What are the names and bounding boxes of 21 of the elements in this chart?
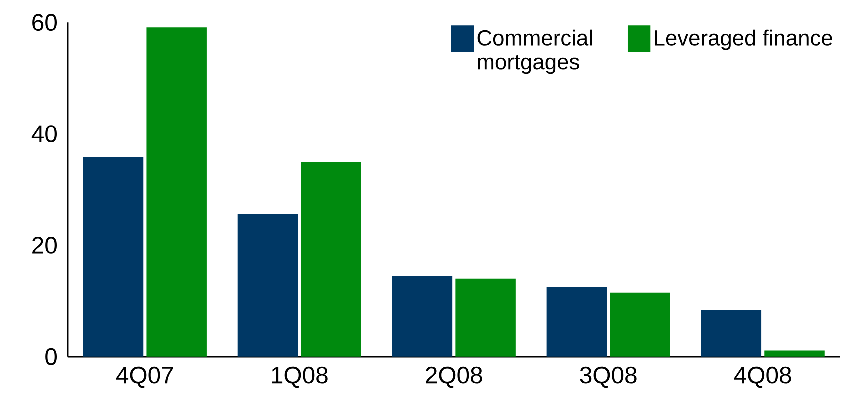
x-tick-label: 4Q07 bbox=[116, 366, 174, 388]
x-tick-label: 4Q08 bbox=[734, 366, 792, 388]
bar bbox=[83, 158, 144, 357]
x-tick-label: 1Q08 bbox=[272, 366, 328, 388]
bar bbox=[238, 214, 298, 357]
x-tick-label: 3Q08 bbox=[580, 366, 637, 388]
bar bbox=[456, 278, 516, 357]
y-tick-label: 20 bbox=[32, 237, 58, 254]
x-tick-label: 2Q08 bbox=[426, 366, 482, 388]
y-tick-label: 0 bbox=[46, 348, 58, 366]
bar bbox=[546, 287, 608, 357]
bar bbox=[392, 276, 453, 357]
bar bbox=[764, 350, 825, 357]
bar bbox=[701, 310, 762, 357]
y-tick-label: 40 bbox=[32, 126, 58, 143]
y-tick-label: 60 bbox=[32, 14, 58, 32]
bar bbox=[610, 292, 670, 357]
bar bbox=[146, 28, 207, 357]
bar bbox=[301, 162, 362, 357]
legend-label: Leveraged finance bbox=[655, 30, 832, 50]
legend-label: Commercial mortgages bbox=[478, 30, 592, 74]
